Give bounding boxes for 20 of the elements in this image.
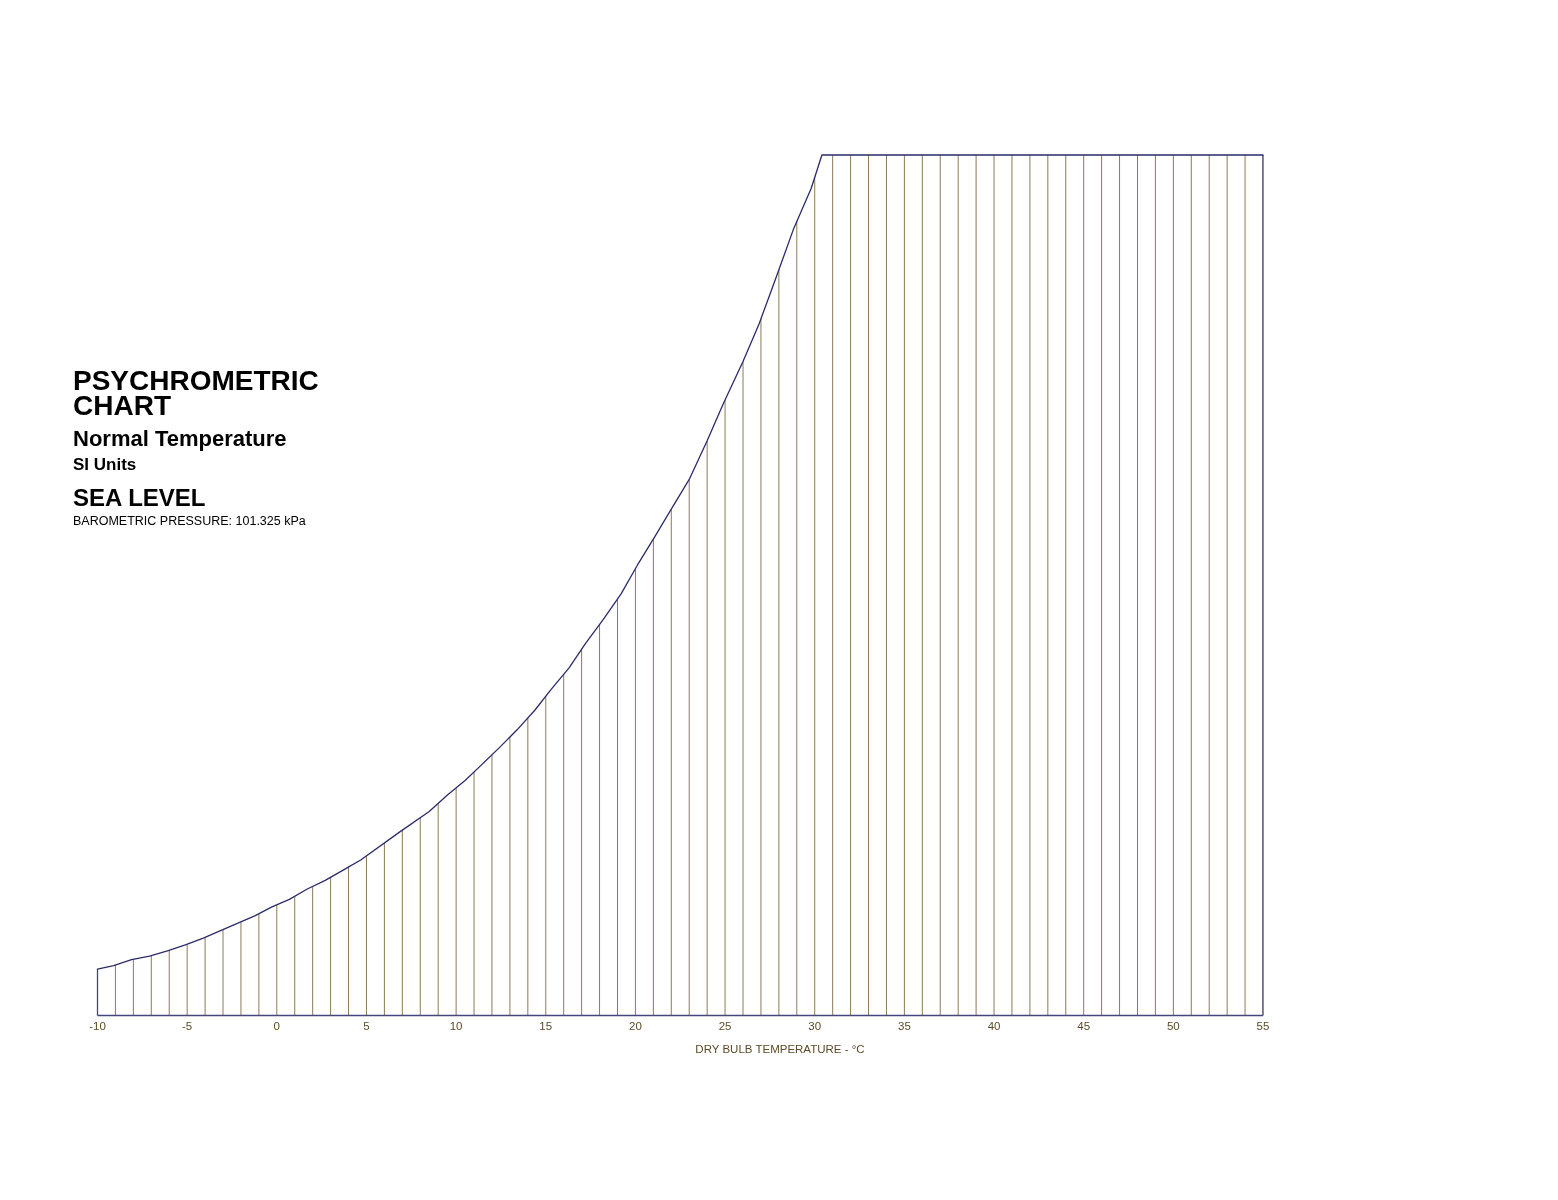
annotation: SEA LEVEL [73, 484, 206, 511]
x-tick-label: 35 [897, 1020, 911, 1032]
text: Normal Temperature [73, 426, 287, 451]
x-tick-label: 40 [987, 1020, 1001, 1032]
annotation: BAROMETRIC PRESSURE: 101.325 kPa [73, 514, 306, 528]
x-axis-title: DRY BULB TEMPERATURE - °C [695, 1043, 865, 1055]
x-tick-label: 45 [1077, 1020, 1091, 1032]
x-tick-label: 0 [273, 1020, 281, 1032]
x-tick-label: 20 [629, 1020, 642, 1032]
x-tick-label: 5 [363, 1020, 370, 1032]
x-tick-label: 25 [718, 1020, 732, 1032]
text: PSYCHROMETRIC CHART [73, 365, 319, 421]
x-tick-label: 50 [1166, 1020, 1180, 1032]
x-tick-label: 15 [539, 1020, 553, 1032]
annotation: SI Units [73, 455, 137, 474]
x-tick-label: -5 [182, 1020, 193, 1032]
x-tick-label: 30 [808, 1020, 822, 1032]
x-tick-label: 55 [1256, 1020, 1270, 1032]
x-tick-label: -10 [89, 1020, 106, 1032]
x-tick-label: 10 [449, 1020, 463, 1032]
